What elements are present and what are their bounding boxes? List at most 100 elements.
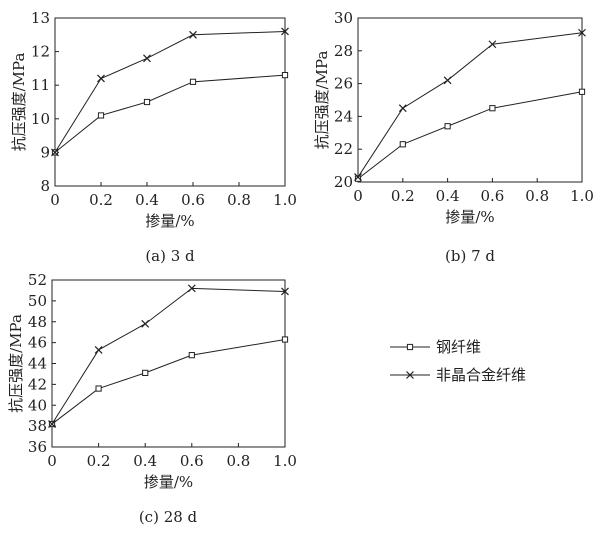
series-line bbox=[357, 91, 583, 180]
data-point bbox=[189, 30, 197, 39]
data-point bbox=[354, 175, 362, 182]
y-axis-label: 抗压强度/MPa bbox=[313, 51, 331, 150]
y-tick-label: 8 bbox=[40, 177, 50, 195]
y-axis-label: 抗压强度/MPa bbox=[7, 314, 25, 413]
data-point bbox=[95, 385, 102, 392]
data-point bbox=[143, 54, 151, 63]
data-point bbox=[398, 104, 407, 113]
y-tick-label: 52 bbox=[28, 271, 47, 289]
x-tick-label: 1.0 bbox=[273, 452, 297, 470]
data-point bbox=[187, 284, 196, 293]
legend-marker bbox=[406, 371, 414, 379]
y-tick-label: 46 bbox=[28, 334, 47, 352]
data-point bbox=[143, 98, 151, 106]
plot-frame bbox=[357, 17, 583, 183]
x-tick-label: 0.6 bbox=[181, 191, 205, 209]
data-point bbox=[188, 352, 195, 359]
x-tick-label: 0.4 bbox=[133, 452, 157, 470]
x-tick-label: 0.4 bbox=[135, 191, 159, 209]
x-axis-label: 掺量/% bbox=[445, 208, 494, 226]
data-point bbox=[488, 40, 497, 49]
series-amorphous-alloy-fiber bbox=[354, 28, 586, 182]
x-tick-label: 0 bbox=[353, 187, 363, 205]
series-steel-fiber bbox=[48, 336, 289, 428]
x-tick-label: 0.8 bbox=[227, 191, 251, 209]
data-point bbox=[51, 148, 59, 157]
chart-panel-b: 0 0.2 0.4 0.6 0.8 1.0 20 22 24 26 28 30 掺量/% 抗压强度/MPa… bbox=[313, 9, 594, 265]
panel-caption: (a) 3 d bbox=[145, 247, 195, 265]
data-point bbox=[141, 319, 150, 328]
x-tick-label: 0.8 bbox=[525, 187, 549, 205]
y-tick-label: 22 bbox=[334, 140, 353, 158]
series-amorphous-alloy-fiber bbox=[51, 27, 289, 157]
y-tick-label: 9 bbox=[40, 143, 50, 161]
y-tick-label: 48 bbox=[28, 313, 47, 331]
y-tick-label: 38 bbox=[28, 417, 47, 435]
x-tick-label: 0.2 bbox=[89, 191, 113, 209]
x-tick-label: 0 bbox=[50, 191, 60, 209]
series-line bbox=[54, 74, 286, 153]
data-point bbox=[489, 105, 496, 112]
data-point bbox=[97, 74, 105, 83]
x-tick-label: 1.0 bbox=[570, 187, 594, 205]
data-point bbox=[281, 72, 289, 79]
data-point bbox=[189, 78, 197, 85]
data-point bbox=[97, 112, 105, 119]
series-amorphous-alloy-fiber bbox=[48, 284, 289, 428]
y-tick-label: 50 bbox=[28, 292, 47, 310]
series-line bbox=[357, 32, 583, 178]
y-tick-label: 10 bbox=[31, 110, 50, 128]
y-tick-label: 20 bbox=[334, 173, 353, 191]
chart-panel-c: 0 0.2 0.4 0.6 0.8 1.0 36 38 40 42 44 46 48 50 52 掺量/% 抗压… bbox=[7, 271, 297, 526]
x-tick-label: 0 bbox=[47, 452, 57, 470]
legend-item: 非晶合金纤维 bbox=[390, 366, 526, 384]
legend-label: 钢纤维 bbox=[436, 338, 481, 356]
x-tick-label: 0.4 bbox=[436, 187, 460, 205]
y-tick-label: 26 bbox=[334, 75, 353, 93]
y-tick-label: 30 bbox=[334, 9, 353, 27]
y-tick-label: 13 bbox=[31, 9, 50, 27]
data-point bbox=[281, 27, 289, 36]
x-tick-label: 0.6 bbox=[480, 187, 504, 205]
data-point bbox=[48, 420, 56, 428]
data-point bbox=[94, 346, 103, 354]
data-point bbox=[578, 88, 586, 95]
legend-label: 非晶合金纤维 bbox=[436, 366, 526, 384]
x-tick-label: 0.2 bbox=[391, 187, 415, 205]
data-point bbox=[578, 28, 586, 37]
data-point bbox=[142, 369, 149, 376]
legend-marker bbox=[406, 343, 414, 351]
data-point bbox=[444, 123, 451, 130]
panel-caption: (b) 7 d bbox=[445, 247, 495, 265]
data-point bbox=[354, 173, 362, 182]
series-steel-fiber bbox=[51, 72, 289, 156]
y-tick-label: 42 bbox=[28, 375, 47, 393]
x-axis-label: 掺量/% bbox=[145, 212, 194, 230]
x-tick-label: 0.2 bbox=[87, 452, 111, 470]
x-axis-label: 掺量/% bbox=[144, 473, 193, 491]
data-point bbox=[281, 287, 289, 296]
y-tick-label: 24 bbox=[334, 107, 353, 125]
y-tick-label: 44 bbox=[28, 355, 47, 373]
series-steel-fiber bbox=[354, 88, 586, 182]
series-line bbox=[51, 287, 286, 425]
chart-panel-a: 0 0.2 0.4 0.6 0.8 1.0 8 9 10 11 12 13 掺量/% 抗压强度/MPa (a… bbox=[10, 9, 297, 265]
y-axis-label: 抗压强度/MPa bbox=[10, 53, 28, 152]
y-tick-label: 11 bbox=[31, 76, 50, 94]
legend-item: 钢纤维 bbox=[390, 338, 481, 356]
series-line bbox=[51, 338, 286, 425]
x-tick-label: 1.0 bbox=[273, 191, 297, 209]
y-tick-label: 12 bbox=[31, 43, 50, 61]
data-point bbox=[281, 336, 289, 343]
x-tick-label: 0.8 bbox=[226, 452, 250, 470]
x-tick-label: 0.6 bbox=[180, 452, 204, 470]
data-point bbox=[399, 141, 406, 148]
y-tick-label: 28 bbox=[334, 42, 353, 60]
y-tick-label: 36 bbox=[28, 438, 47, 456]
panel-caption: (c) 28 d bbox=[139, 508, 198, 526]
data-point bbox=[443, 76, 452, 85]
y-tick-label: 40 bbox=[28, 396, 47, 414]
plot-frame bbox=[54, 17, 286, 187]
